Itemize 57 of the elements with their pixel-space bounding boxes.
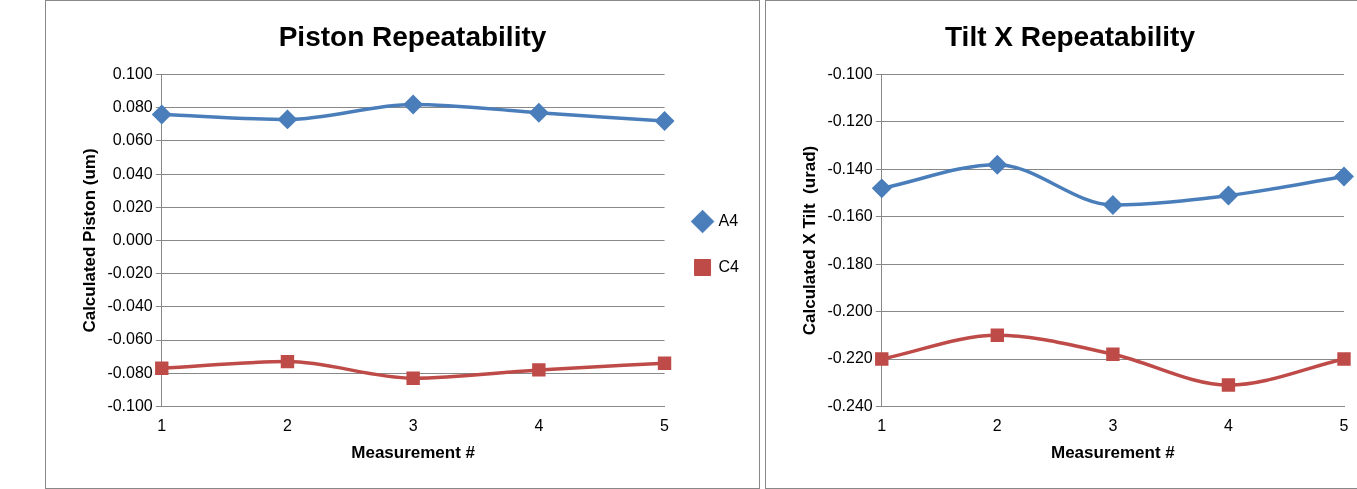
x-tick-label: 3 bbox=[408, 417, 418, 435]
y-tick-label: 0.100 bbox=[112, 65, 153, 83]
point bbox=[152, 105, 172, 124]
x-tick-label: 3 bbox=[1108, 417, 1118, 435]
y-tick-label: -0.160 bbox=[827, 207, 873, 225]
x-tick-label: 5 bbox=[1339, 417, 1349, 435]
x-tick-label: 2 bbox=[283, 417, 293, 435]
legend-label: A4 bbox=[718, 211, 739, 229]
y-tick-label: -0.060 bbox=[107, 330, 153, 348]
y-tick-label: -0.200 bbox=[827, 302, 873, 320]
point bbox=[990, 328, 1005, 342]
point bbox=[655, 111, 674, 131]
y-tick-label: -0.040 bbox=[107, 297, 153, 315]
y-tick-label: 0.020 bbox=[112, 197, 153, 215]
y-tick-label: -0.220 bbox=[827, 349, 873, 367]
point bbox=[1219, 186, 1238, 205]
y-tick-label: -0.100 bbox=[827, 65, 873, 83]
point bbox=[532, 363, 546, 377]
point bbox=[1334, 167, 1354, 186]
y-tick-label: 0.000 bbox=[112, 230, 153, 248]
y-tick-label: 0.080 bbox=[112, 98, 153, 116]
x-axis-title: Measurement # bbox=[351, 443, 476, 463]
y-tick-label: -0.240 bbox=[827, 396, 873, 414]
y-axis-title: Calculated Piston (um) bbox=[79, 148, 99, 333]
point bbox=[403, 95, 423, 114]
y-tick-label: -0.140 bbox=[827, 159, 873, 177]
x-tick-label: 1 bbox=[877, 417, 887, 435]
legend-label: C4 bbox=[718, 257, 740, 275]
y-tick-label: -0.100 bbox=[107, 396, 153, 414]
y-axis-title: Calculated X Tilt (urad) bbox=[799, 145, 819, 336]
point bbox=[657, 356, 672, 370]
point bbox=[875, 352, 889, 366]
x-tick-label: 4 bbox=[1223, 417, 1233, 435]
point bbox=[1221, 378, 1236, 392]
y-tick-label: -0.180 bbox=[827, 254, 873, 272]
y-tick-label: 0.060 bbox=[112, 131, 153, 149]
x-tick-label: 1 bbox=[157, 417, 167, 435]
y-tick-label: -0.120 bbox=[827, 112, 873, 130]
point bbox=[988, 155, 1007, 174]
point bbox=[529, 103, 549, 123]
chart-title: Piston Repeatability bbox=[278, 20, 547, 52]
x-tick-label: 2 bbox=[992, 417, 1002, 435]
x-tick-label: 5 bbox=[660, 417, 670, 435]
x-axis-title: Measurement # bbox=[1050, 443, 1176, 463]
chart-title: Tilt X Repeatability bbox=[945, 20, 1196, 52]
point bbox=[278, 110, 297, 129]
point bbox=[406, 371, 420, 385]
point bbox=[872, 179, 892, 198]
point bbox=[155, 361, 169, 375]
y-tick-label: 0.040 bbox=[112, 164, 153, 182]
y-tick-label: -0.020 bbox=[107, 264, 153, 282]
point bbox=[1337, 352, 1351, 366]
point bbox=[280, 354, 295, 369]
y-tick-label: -0.080 bbox=[107, 363, 153, 381]
point bbox=[1106, 347, 1120, 361]
point bbox=[1103, 195, 1123, 215]
x-tick-label: 4 bbox=[534, 417, 544, 435]
